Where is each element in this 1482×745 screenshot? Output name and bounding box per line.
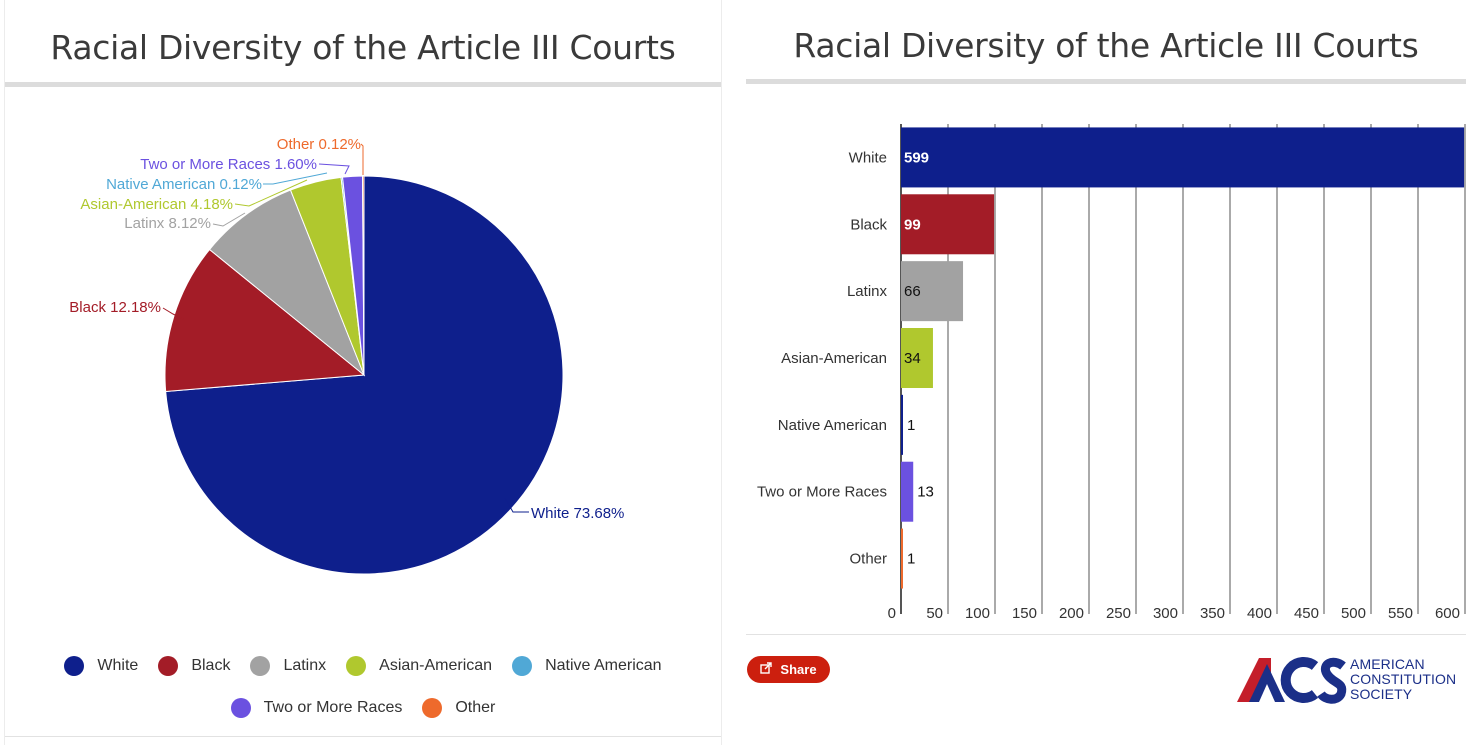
- share-button[interactable]: Share: [747, 656, 830, 683]
- x-tick-label: 200: [1059, 605, 1084, 622]
- category-label: Other: [849, 551, 887, 568]
- x-tick-label: 550: [1388, 605, 1413, 622]
- logo-line: CONSTITUTION: [1350, 671, 1457, 687]
- bottom-divider: [5, 736, 721, 737]
- category-label: Native American: [778, 417, 887, 434]
- pie-leader-line: [234, 179, 308, 207]
- legend-label: Asian-American: [379, 657, 493, 674]
- logo-line: SOCIETY: [1350, 686, 1413, 702]
- legend-swatch: [158, 656, 179, 676]
- x-tick-label: 450: [1294, 605, 1319, 622]
- category-label: Asian-American: [781, 350, 887, 367]
- legend-label: Two or More Races: [263, 699, 403, 716]
- legend-swatch: [512, 656, 533, 676]
- legend-item-native-american[interactable]: Native American: [512, 656, 662, 676]
- bar-value-label: 13: [917, 484, 934, 501]
- legend-item-two-or-more-races[interactable]: Two or More Races: [230, 698, 403, 718]
- pie-chart: White 73.68% Black 12.18% Latinx 8.12% Asia…: [69, 136, 624, 575]
- logo-line: AMERICAN: [1350, 656, 1425, 672]
- pie-data-label: Latinx 8.12%: [124, 215, 211, 232]
- bottom-divider: [746, 634, 1466, 635]
- bar-chart: 0 50 100 150 200 250 300 350 400 450 500 550 600 Whit…: [757, 124, 1466, 622]
- pie-slice-other[interactable]: [361, 175, 365, 376]
- legend-item-latinx[interactable]: Latinx: [250, 656, 326, 676]
- legend-item-asian-american[interactable]: Asian-American: [346, 656, 492, 676]
- legend-swatch: [230, 698, 251, 718]
- pie-leader-line: [504, 497, 529, 513]
- acs-logo-text: AMERICAN CONSTITUTION SOCIETY: [1350, 657, 1456, 702]
- legend-swatch: [346, 656, 367, 676]
- pie-data-label: Asian-American 4.18%: [80, 196, 233, 213]
- x-tick-label: 150: [1012, 605, 1037, 622]
- pie-data-label: Other 0.12%: [277, 136, 361, 153]
- pie-data-label: White 73.68%: [531, 505, 624, 522]
- legend-swatch: [422, 698, 443, 718]
- bar-black[interactable]: [901, 194, 995, 255]
- legend-label: White: [97, 657, 139, 674]
- bar-value-label: 1: [907, 417, 915, 434]
- bar-native-american[interactable]: [901, 394, 903, 455]
- category-label: Black: [850, 216, 887, 233]
- bar-asian-american[interactable]: [901, 328, 933, 388]
- legend-item-white[interactable]: White: [64, 656, 138, 676]
- legend-label: Black: [191, 657, 231, 674]
- share-label: Share: [780, 662, 817, 677]
- bar-value-label: 34: [904, 350, 921, 367]
- bar-chart-title: Racial Diversity of the Article III Cour…: [793, 26, 1419, 65]
- pie-data-label: Two or More Races 1.60%: [140, 156, 317, 173]
- x-tick-label: 500: [1341, 605, 1366, 622]
- x-tick-label: 0: [888, 605, 896, 622]
- pie-chart-panel: Racial Diversity of the Article III Cour…: [4, 0, 722, 745]
- pie-leader-line: [263, 172, 328, 185]
- acs-logo[interactable]: AMERICAN CONSTITUTION SOCIETY: [1237, 656, 1467, 706]
- category-label: Latinx: [847, 283, 888, 300]
- pie-data-label: Black 12.18%: [69, 299, 161, 316]
- x-tick-label: 600: [1435, 605, 1460, 622]
- legend-label: Other: [455, 699, 496, 716]
- x-tick-label: 100: [965, 605, 990, 622]
- acs-logo-mark: [1237, 657, 1347, 704]
- legend-item-other[interactable]: Other: [422, 698, 495, 718]
- pie-chart-title: Racial Diversity of the Article III Cour…: [50, 28, 676, 67]
- category-label: Two or More Races: [757, 484, 887, 501]
- bar-value-label: 1: [907, 551, 915, 568]
- legend-label: Latinx: [283, 657, 327, 674]
- x-tick-label: 400: [1247, 605, 1272, 622]
- legend-item-black[interactable]: Black: [158, 656, 230, 676]
- bar-chart-panel: Racial Diversity of the Article III Cour…: [746, 0, 1466, 745]
- bar-two-or-more-races[interactable]: [901, 461, 914, 522]
- bar-value-label: 99: [904, 216, 921, 233]
- pie-leader-line: [162, 307, 186, 321]
- bar-other[interactable]: [901, 528, 903, 589]
- category-label: White: [849, 149, 887, 166]
- pie-leader-line: [212, 212, 246, 227]
- legend-row: Two or More Races Other: [5, 698, 721, 718]
- share-icon: [760, 662, 773, 677]
- x-tick-label: 350: [1200, 605, 1225, 622]
- pie-leader-line: [360, 143, 364, 175]
- bar-value-label: 599: [904, 149, 929, 166]
- legend-swatch: [64, 656, 85, 676]
- x-tick-label: 250: [1106, 605, 1131, 622]
- legend-label: Native American: [545, 657, 662, 674]
- pie-leader-line: [318, 163, 350, 175]
- bar-value-label: 66: [904, 283, 921, 300]
- bar-white[interactable]: [901, 127, 1465, 188]
- x-tick-label: 50: [926, 605, 943, 622]
- pie-slice-black[interactable]: [164, 248, 366, 393]
- title-divider: [746, 79, 1466, 84]
- x-tick-label: 300: [1153, 605, 1178, 622]
- bar-latinx[interactable]: [901, 261, 964, 322]
- title-divider: [5, 82, 721, 87]
- legend-row: White Black Latinx Asian-American Native Ame…: [5, 656, 721, 676]
- pie-slice-latinx[interactable]: [208, 189, 366, 377]
- legend-swatch: [250, 656, 271, 676]
- pie-data-label: Native American 0.12%: [106, 176, 262, 193]
